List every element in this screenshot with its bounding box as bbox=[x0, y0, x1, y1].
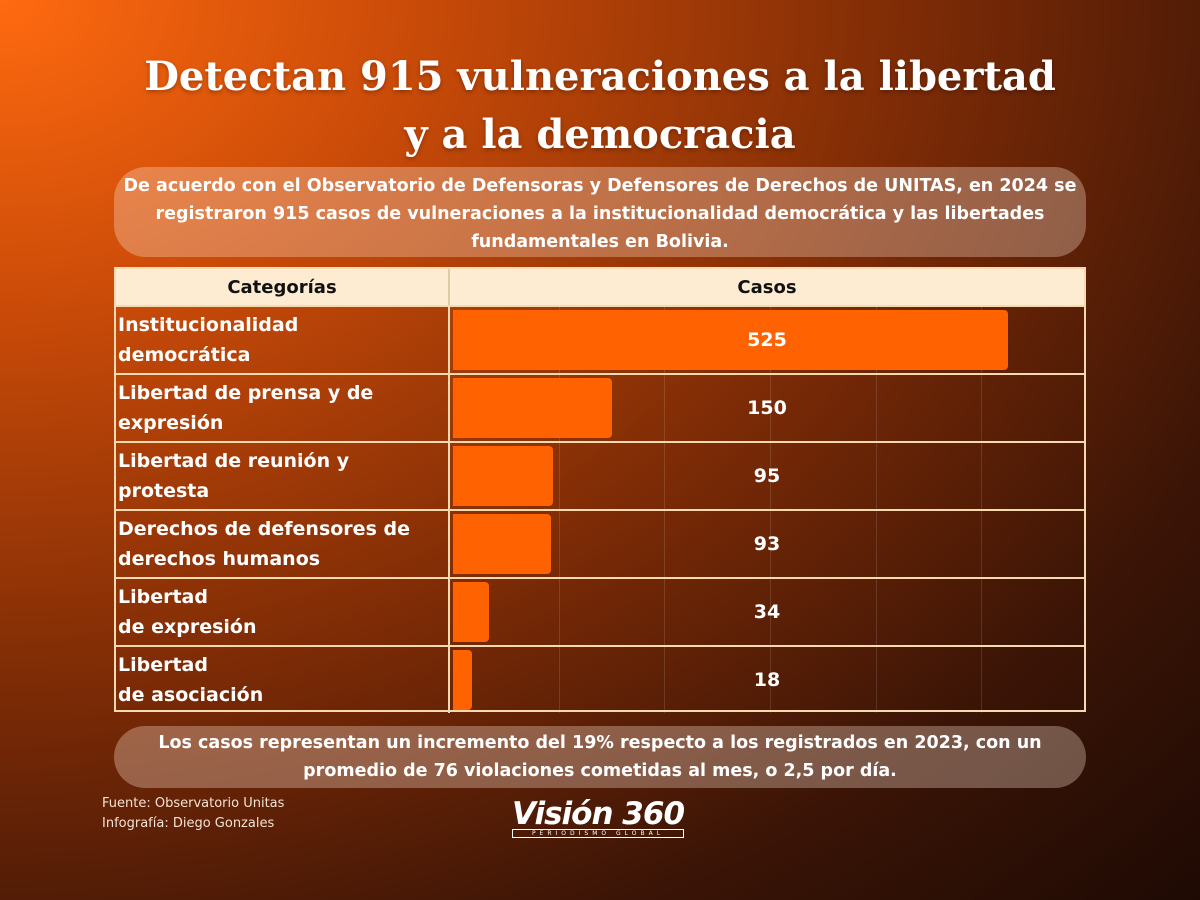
gridline bbox=[875, 511, 877, 577]
category-label: Libertad de expresión bbox=[116, 579, 450, 645]
gridline bbox=[981, 647, 983, 713]
gridline bbox=[981, 375, 983, 441]
gridline bbox=[875, 375, 877, 441]
gridline bbox=[770, 375, 771, 441]
conclusion-text: Los casos representan un incremento del … bbox=[114, 726, 1086, 788]
value-label: 93 bbox=[753, 533, 781, 555]
gridline bbox=[664, 579, 666, 645]
title-line-1: Detectan 915 vulneraciones a la libertad bbox=[144, 53, 1056, 100]
value-label: 95 bbox=[753, 465, 781, 487]
table-row: Libertad de expresión 34 bbox=[116, 577, 1084, 645]
bar-cell: 525 bbox=[450, 307, 1084, 373]
page-title: Detectan 915 vulneraciones a la libertad… bbox=[0, 48, 1200, 164]
source-text: Fuente: Observatorio Unitas bbox=[102, 796, 285, 811]
bar-cell: 34 bbox=[450, 579, 1084, 645]
gridline bbox=[664, 443, 666, 509]
table-row: Institucionalidad democrática 525 bbox=[116, 305, 1084, 373]
chart-table: Categorías Casos Institucionalidad democ… bbox=[114, 267, 1086, 713]
category-label: Derechos de defensores de derechos human… bbox=[116, 511, 450, 577]
bar-cell: 95 bbox=[450, 443, 1084, 509]
category-label: Institucionalidad democrática bbox=[116, 307, 450, 373]
category-label: Libertad de reunión y protesta bbox=[116, 443, 450, 509]
gridline bbox=[558, 443, 560, 509]
bar-cell: 93 bbox=[450, 511, 1084, 577]
gridline bbox=[664, 511, 666, 577]
gridline bbox=[664, 375, 666, 441]
table-row: Derechos de defensores de derechos human… bbox=[116, 509, 1084, 577]
gridline bbox=[558, 647, 560, 713]
credit-text: Infografía: Diego Gonzales bbox=[102, 816, 275, 831]
gridline bbox=[875, 443, 877, 509]
bar bbox=[453, 446, 554, 506]
header-categories: Categorías bbox=[116, 269, 450, 305]
gridline bbox=[770, 511, 771, 577]
value-label: 150 bbox=[747, 397, 787, 419]
gridline bbox=[875, 647, 877, 713]
intro-text: De acuerdo con el Observatorio de Defens… bbox=[114, 167, 1086, 257]
gridline bbox=[558, 511, 560, 577]
gridline bbox=[981, 579, 983, 645]
gridline bbox=[770, 647, 771, 713]
gridline bbox=[770, 443, 771, 509]
value-label: 525 bbox=[747, 329, 787, 351]
bar bbox=[453, 310, 1008, 370]
bar bbox=[453, 378, 612, 438]
table-header: Categorías Casos bbox=[116, 269, 1084, 305]
logo-tagline: PERIODISMO GLOBAL bbox=[512, 829, 685, 838]
bar bbox=[453, 650, 473, 710]
bar-cell: 18 bbox=[450, 647, 1084, 713]
category-label: Libertad de prensa y de expresión bbox=[116, 375, 450, 441]
bar bbox=[453, 582, 489, 642]
gridline bbox=[875, 579, 877, 645]
gridline bbox=[558, 579, 560, 645]
gridline bbox=[664, 647, 666, 713]
footer: Fuente: Observatorio Unitas Infografía: … bbox=[102, 794, 284, 834]
value-label: 34 bbox=[753, 601, 781, 623]
gridline bbox=[981, 511, 983, 577]
title-line-2: y a la democracia bbox=[404, 111, 796, 158]
category-label: Libertad de asociación bbox=[116, 647, 450, 713]
logo-name: Visión 360 bbox=[512, 796, 685, 832]
vision360-logo: Visión 360 PERIODISMO GLOBAL bbox=[512, 796, 685, 838]
table-row: Libertad de prensa y de expresión 150 bbox=[116, 373, 1084, 441]
bar bbox=[453, 514, 552, 574]
bar-cell: 150 bbox=[450, 375, 1084, 441]
gridline bbox=[770, 579, 771, 645]
header-cases: Casos bbox=[737, 276, 797, 298]
table-row: Libertad de asociación 18 bbox=[116, 645, 1084, 713]
table-row: Libertad de reunión y protesta 95 bbox=[116, 441, 1084, 509]
gridline bbox=[981, 443, 983, 509]
value-label: 18 bbox=[753, 669, 781, 691]
